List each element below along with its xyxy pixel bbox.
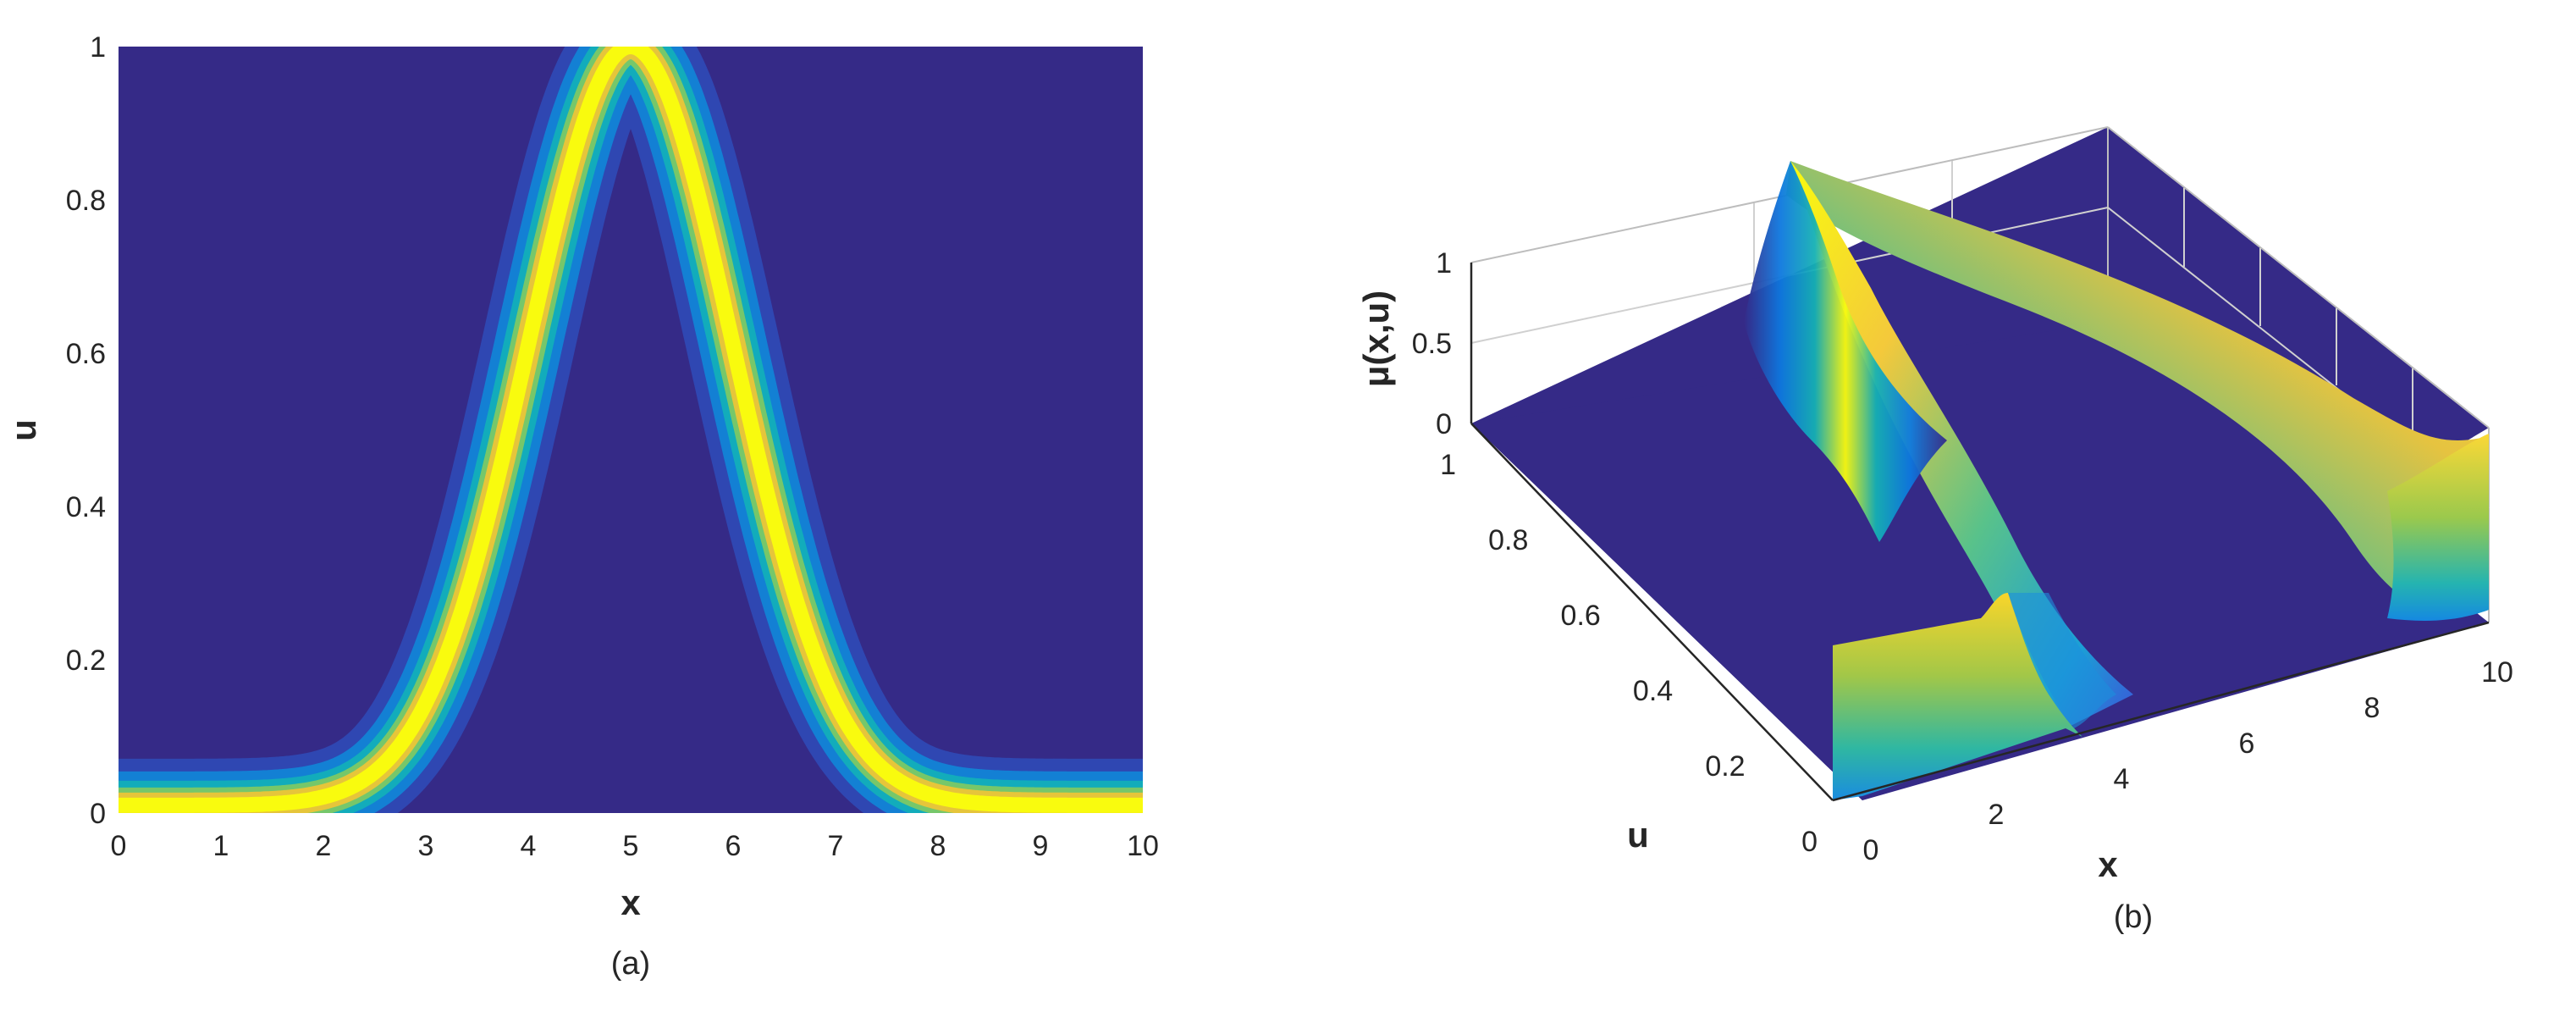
- x-tick-label: 1: [213, 830, 229, 862]
- y-tick-label: 0.8: [66, 185, 106, 217]
- heatmap-background: [119, 47, 1143, 813]
- surface-z-tick-label: 0: [1436, 408, 1452, 440]
- y-axis-label: u: [3, 419, 43, 441]
- surface-axes-lines: [1470, 263, 2490, 802]
- x-tick-labels: 0 1 2 3 4 5 6 7 8 9 10: [111, 830, 1159, 862]
- surface-z-tick-label: 1: [1436, 247, 1452, 279]
- surface-x-tick-label: 0: [1863, 834, 1879, 866]
- x-tick-label: 4: [521, 830, 537, 862]
- surface-y-tick-label: 0: [1801, 826, 1818, 858]
- surface-ridge-near: [1790, 161, 2133, 728]
- surface-x-tick-label: 10: [2481, 656, 2513, 689]
- heatmap-ridge: [119, 47, 1143, 813]
- surface-ridge-far: [1786, 161, 2489, 617]
- surface-y-axis-label: u: [1627, 815, 1649, 855]
- x-tick-label: 8: [930, 830, 946, 862]
- surface-x-tick-label: 8: [2364, 692, 2380, 724]
- y-tick-label: 0.6: [66, 338, 106, 370]
- y-tick-labels: 0 0.2 0.4 0.6 0.8 1: [66, 31, 106, 830]
- x-tick-label: 7: [828, 830, 844, 862]
- surface-x-tick-label: 2: [1989, 799, 2005, 831]
- surface-x-tick-label: 4: [2114, 763, 2130, 795]
- surface-y-tick-labels: 0 0.2 0.4 0.6 0.8 1: [1440, 449, 1818, 858]
- surface-y-tick-label: 0.2: [1705, 750, 1745, 783]
- x-tick-label: 5: [623, 830, 639, 862]
- surface-y-tick-label: 0.8: [1488, 524, 1528, 556]
- surface-x-axis-label: x: [2098, 844, 2118, 884]
- surface-ridge-left-wall: [1744, 161, 1947, 542]
- ridge-band-5: [119, 47, 1143, 813]
- surface-y-tick-label: 0.4: [1633, 675, 1673, 707]
- surface-front-wall-right: [2387, 434, 2489, 621]
- surface-x-tick-labels: 0 2 4 6 8 10: [1863, 656, 2513, 866]
- surface-x-tick-label: 6: [2239, 727, 2255, 760]
- x-tick-label: 10: [1127, 830, 1159, 862]
- y-tick-label: 0.2: [66, 645, 106, 677]
- surface-y-tick-label: 1: [1440, 449, 1456, 481]
- surface-z-axis-label: μ(x,u): [1356, 290, 1396, 387]
- surface-z-tick-label: 0.5: [1412, 328, 1452, 360]
- surface-z-tick-labels: 00.51: [1412, 247, 1452, 440]
- panel-b-caption: (b): [2114, 899, 2153, 935]
- y-tick-label: 0.4: [66, 491, 106, 523]
- x-tick-label: 0: [111, 830, 127, 862]
- surface-front-dip: [2008, 593, 2116, 728]
- surface-front-wall-left: [1833, 593, 2082, 800]
- panel-a-caption: (a): [611, 946, 650, 982]
- x-tick-label: 2: [316, 830, 332, 862]
- y-tick-label: 1: [90, 31, 106, 64]
- y-tick-label: 0: [90, 798, 106, 830]
- x-tick-label: 6: [725, 830, 742, 862]
- x-tick-label: 9: [1033, 830, 1049, 862]
- panel-a-heatmap: 0 1 2 3 4 5 6 7 8 9 10 0 0.2 0.4 0.6 0.8 1 x u (a): [3, 31, 1159, 982]
- x-tick-label: 3: [418, 830, 434, 862]
- x-axis-label: x: [621, 882, 641, 922]
- surface-y-tick-label: 0.6: [1561, 600, 1601, 632]
